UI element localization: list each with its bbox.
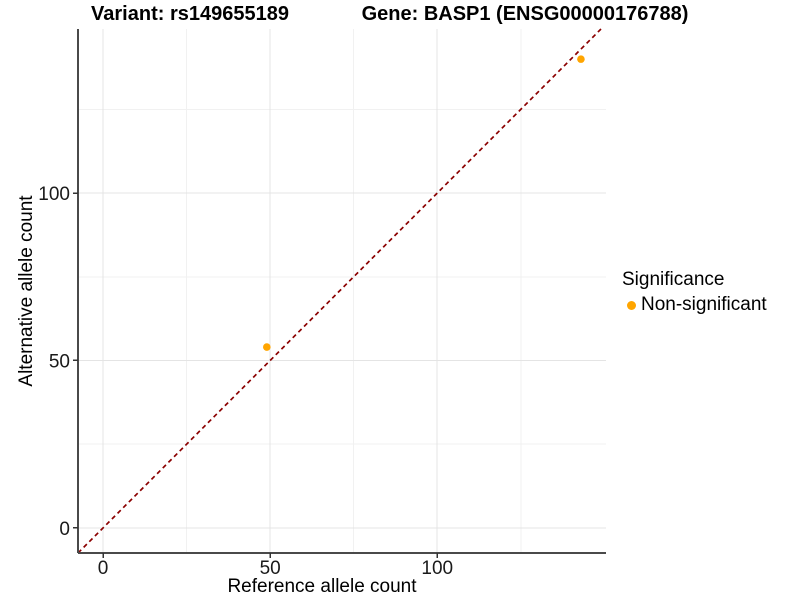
y-tick-label: 100 [38,184,70,205]
y-tick-label: 0 [59,519,70,540]
x-axis-title: Reference allele count [227,576,417,597]
legend-title: Significance [622,269,725,290]
y-axis-title: Alternative allele count [16,195,37,387]
variant-title: Variant: rs149655189 [91,3,289,25]
legend-item-label: Non-significant [641,294,767,315]
data-point [577,55,585,63]
x-tick-label: 0 [98,558,109,579]
legend-item: Non-significant [622,294,767,316]
legend: Significance Non-significant [622,269,767,316]
data-point [263,343,271,351]
x-tick-label: 50 [260,558,281,579]
point-marker-icon [627,300,636,310]
gene-title: Gene: BASP1 (ENSG00000176788) [361,3,689,25]
x-tick-label: 100 [421,558,453,579]
identity-dashed-line [77,28,602,554]
y-tick-label: 50 [49,351,70,372]
